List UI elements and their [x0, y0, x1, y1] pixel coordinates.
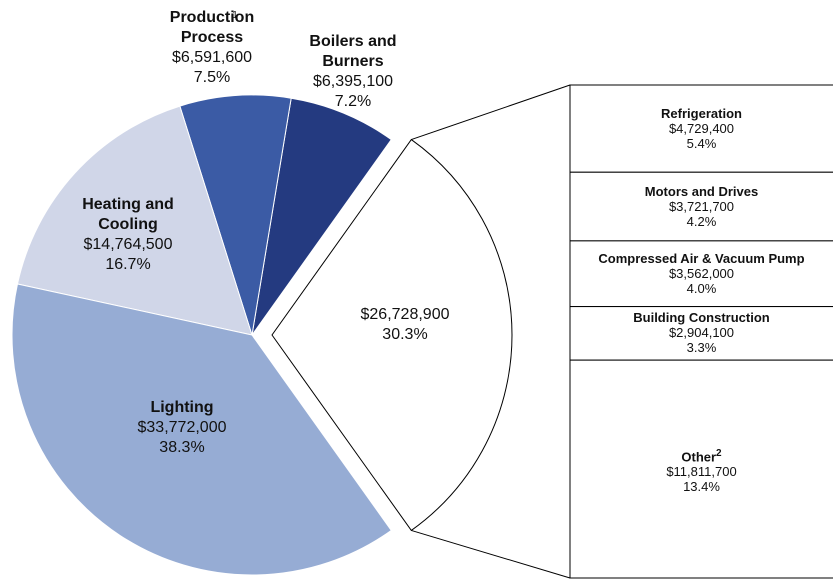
- pie-slice: [271, 138, 513, 532]
- slice-name: Production Process: [169, 9, 255, 46]
- pie-slice: [179, 94, 292, 336]
- footnote-mark: 1: [232, 10, 238, 21]
- bar-value: $2,904,100: [668, 325, 735, 341]
- bar-value: $11,811,700: [666, 464, 737, 480]
- bar-percent: 5.4%: [686, 135, 717, 151]
- slice-value: $6,591,600: [171, 49, 253, 66]
- bar-segment: [569, 84, 833, 173]
- bar-percent: 4.2%: [686, 213, 717, 229]
- bar-value: $4,729,400: [668, 120, 735, 136]
- bar-segment: [569, 171, 833, 242]
- bar-label: Building Construction $2,904,100 3.3%: [570, 310, 833, 355]
- bar-name-line: Refrigeration: [570, 106, 833, 121]
- bar-value: $3,721,700: [668, 198, 735, 214]
- bar-name: Building Construction: [633, 310, 770, 326]
- slice-percent: 30.3%: [382, 326, 428, 343]
- bar-label: Compressed Air & Vacuum Pump $3,562,000 4.…: [570, 251, 833, 296]
- slice-percent: 38.3%: [159, 439, 205, 456]
- slice-label: Production Process 1 $6,591,600 7.5%: [170, 8, 254, 88]
- slice-percent: 7.5%: [193, 69, 231, 86]
- footnote-mark: 2: [716, 448, 722, 460]
- slice-name: Boilers and Burners: [309, 33, 397, 70]
- bar-name-line: Other2: [570, 446, 833, 464]
- bar-segment: [569, 359, 833, 579]
- slice-label: Heating and Cooling $14,764,500 16.7%: [82, 195, 174, 275]
- bar-label: Motors and Drives $3,721,700 4.2%: [570, 184, 833, 229]
- bar-percent: 3.3%: [686, 340, 717, 356]
- bar-name-line: Motors and Drives: [570, 184, 833, 199]
- slice-name: Lighting: [150, 399, 214, 416]
- bar-name: Compressed Air & Vacuum Pump: [598, 250, 805, 266]
- bar-name: Other: [681, 449, 717, 465]
- slice-name: Heating and Cooling: [82, 196, 174, 233]
- bar-label: Other2 $11,811,700 13.4%: [570, 446, 833, 494]
- bar-name: Motors and Drives: [644, 183, 759, 199]
- bar-name-line: Building Construction: [570, 310, 833, 325]
- bar-label: Refrigeration $4,729,400 5.4%: [570, 106, 833, 151]
- bar-percent: 4.0%: [686, 280, 717, 296]
- bar-value: $3,562,000: [668, 265, 735, 281]
- bar-name: Refrigeration: [661, 105, 742, 121]
- slice-label: $26,728,900 30.3%: [361, 305, 450, 345]
- pie-slice: [11, 283, 393, 576]
- connector: [411, 84, 571, 141]
- slice-value: $26,728,900: [360, 306, 450, 323]
- slice-value: $6,395,100: [312, 73, 394, 90]
- connector: [411, 529, 571, 579]
- bar-segment: [569, 240, 833, 308]
- slice-value: $14,764,500: [83, 236, 173, 253]
- slice-percent: 16.7%: [105, 256, 151, 273]
- bar-name-line: Compressed Air & Vacuum Pump: [570, 251, 833, 266]
- slice-label: Lighting $33,772,000 38.3%: [138, 398, 227, 458]
- slice-value: $33,772,000: [137, 419, 227, 436]
- pie-slice: [251, 97, 393, 336]
- slice-label: Boilers and Burners $6,395,100 7.2%: [309, 32, 396, 112]
- bar-percent: 13.4%: [683, 479, 720, 495]
- slice-percent: 7.2%: [334, 93, 372, 110]
- pie-slice: [16, 105, 253, 336]
